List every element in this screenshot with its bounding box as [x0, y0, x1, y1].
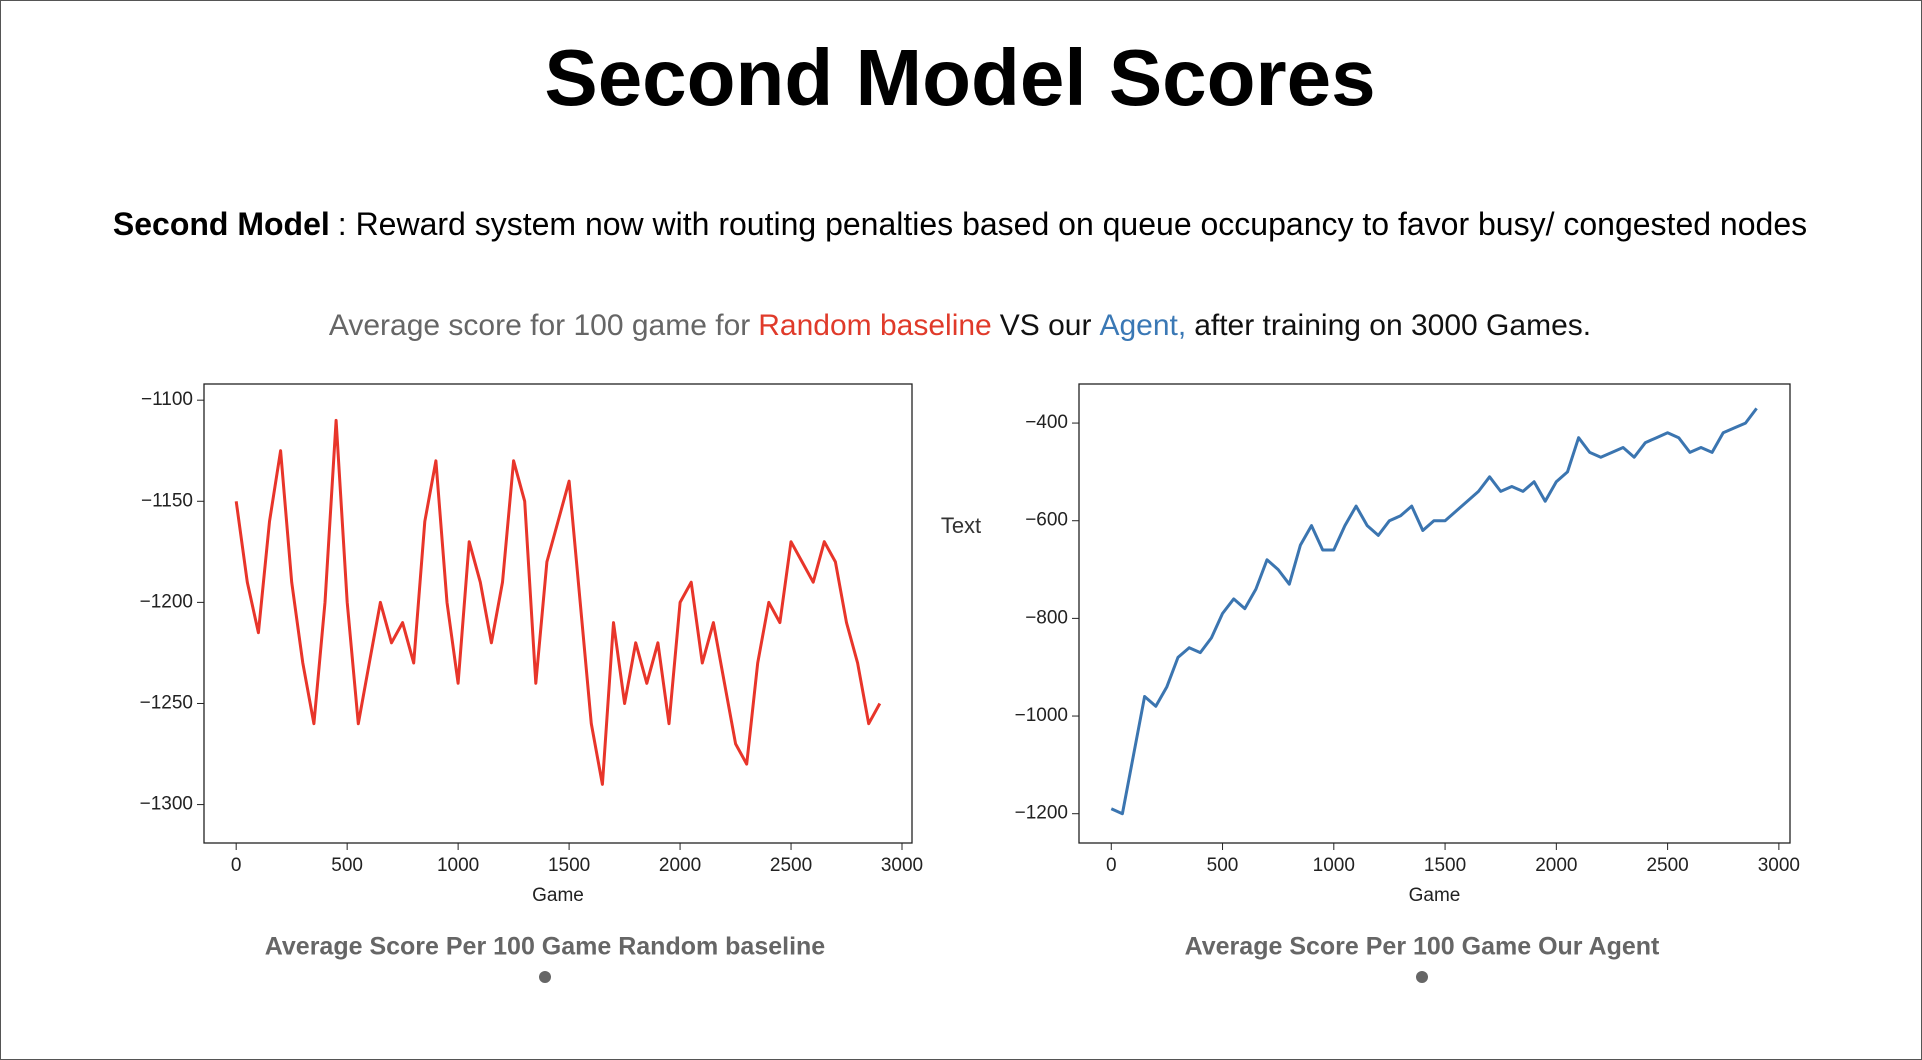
description-label: Second Model [113, 206, 330, 242]
y-tick-label: −800 [1025, 607, 1068, 628]
description-text: : Reward system now with routing penalti… [338, 206, 1807, 242]
caption-bullet [1416, 971, 1428, 983]
x-tick-label: 500 [331, 855, 363, 876]
description: Second Model: Reward system now with rou… [113, 206, 1807, 242]
y-tick-label: −1250 [140, 692, 193, 713]
x-tick-label: 3000 [1758, 855, 1800, 876]
x-tick-label: 2500 [1646, 855, 1688, 876]
chart-caption: Average Score Per 100 Game Our Agent [1185, 933, 1660, 961]
y-tick-label: −1200 [140, 591, 193, 612]
x-tick-label: 1500 [548, 855, 590, 876]
x-tick-label: 1500 [1424, 855, 1466, 876]
annotation: Text [941, 513, 981, 538]
chart-caption: Average Score Per 100 Game Random baseli… [265, 933, 826, 961]
y-tick-label: −1150 [141, 490, 193, 511]
subtitle-part: after training on 3000 Games. [1194, 309, 1591, 342]
plot-frame [203, 383, 913, 844]
slide-title: Second Model Scores [544, 33, 1375, 122]
x-tick-label: 0 [231, 855, 242, 876]
plot-frame [1078, 383, 1791, 844]
y-tick-label: −1200 [1015, 803, 1068, 824]
y-tick-label: −1300 [140, 794, 193, 815]
data-line [234, 418, 882, 786]
subtitle-part: Agent, [1099, 309, 1186, 342]
data-line [1110, 407, 1758, 816]
x-tick-label: 500 [1207, 855, 1239, 876]
subtitle-part: Average score for 100 game for [329, 309, 750, 342]
x-axis-label: Game [1409, 885, 1461, 906]
caption-bullet [539, 971, 551, 983]
x-tick-label: 0 [1106, 855, 1117, 876]
y-tick-label: −1100 [141, 389, 193, 410]
x-tick-label: 1000 [1313, 855, 1355, 876]
x-tick-label: 2500 [770, 855, 812, 876]
x-tick-label: 2000 [1535, 855, 1577, 876]
x-axis-label: Game [532, 885, 584, 906]
x-tick-label: 2000 [659, 855, 701, 876]
y-tick-label: −600 [1025, 510, 1068, 531]
x-tick-label: 3000 [881, 855, 923, 876]
y-tick-label: −400 [1025, 412, 1068, 433]
subtitle-part: Random baseline [758, 309, 991, 342]
subtitle-part: VS our [1000, 309, 1092, 342]
y-tick-label: −1000 [1015, 705, 1068, 726]
subtitle: Average score for 100 game for Random bas… [329, 309, 1591, 342]
x-tick-label: 1000 [437, 855, 479, 876]
